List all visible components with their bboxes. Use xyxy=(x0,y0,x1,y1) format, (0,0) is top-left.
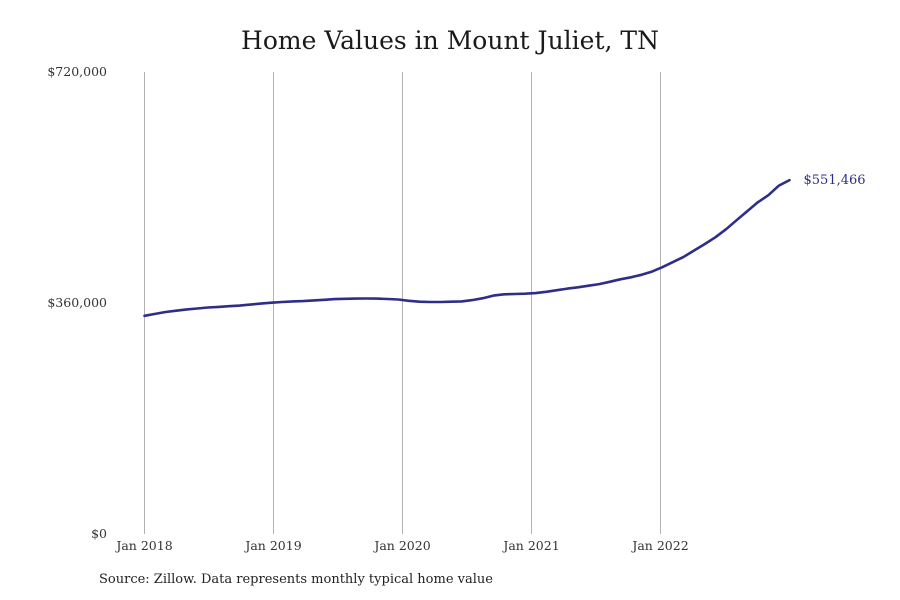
x-tick-label: Jan 2020 xyxy=(372,538,430,553)
x-tick-label: Jan 2018 xyxy=(114,538,172,553)
x-tick-label: Jan 2021 xyxy=(501,538,559,553)
source-note: Source: Zillow. Data represents monthly … xyxy=(99,572,493,587)
x-tick-label: Jan 2019 xyxy=(243,538,301,553)
y-tick-label: $0 xyxy=(91,526,107,541)
gridlines xyxy=(144,72,661,534)
chart-title: Home Values in Mount Juliet, TN xyxy=(241,26,659,55)
series-line-home-value xyxy=(143,178,791,318)
end-value-label: $551,466 xyxy=(804,173,866,188)
y-tick-label: $720,000 xyxy=(47,64,107,79)
x-tick-label: Jan 2022 xyxy=(630,538,688,553)
y-tick-label: $360,000 xyxy=(47,295,107,310)
x-axis-ticks: Jan 2018 Jan 2019 Jan 2020 Jan 2021 Jan 2022 xyxy=(114,538,688,553)
y-axis-ticks: $0 $360,000 $720,000 xyxy=(47,64,107,541)
